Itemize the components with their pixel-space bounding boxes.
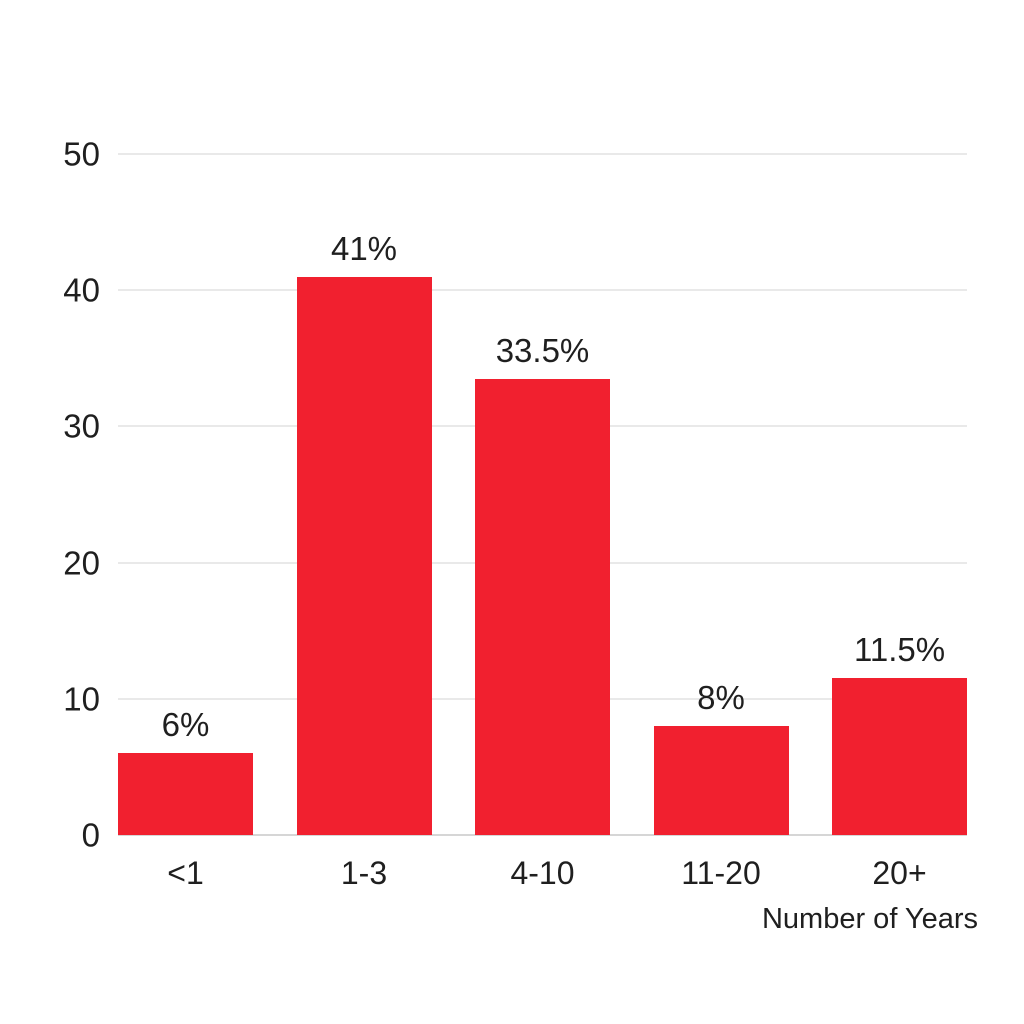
y-tick-label-30: 30 bbox=[63, 407, 100, 445]
x-axis-line bbox=[118, 834, 967, 836]
x-tick-label-<1: <1 bbox=[167, 855, 204, 891]
bar-20+ bbox=[832, 678, 967, 835]
y-tick-label-20: 20 bbox=[63, 544, 100, 582]
value-label-20+: 11.5% bbox=[853, 631, 946, 669]
y-tick-label-10: 10 bbox=[63, 680, 100, 718]
y-tick-label-0: 0 bbox=[81, 816, 100, 854]
x-tick-label-1-3: 1-3 bbox=[340, 855, 388, 891]
bar-4-10 bbox=[475, 378, 610, 835]
bar-11-20 bbox=[653, 726, 789, 835]
x-tick-label-20+: 20+ bbox=[872, 855, 927, 891]
value-label-<1: 6% bbox=[161, 706, 210, 744]
gridline-y-50 bbox=[118, 153, 967, 155]
bar-<1 bbox=[118, 753, 253, 835]
y-tick-label-50: 50 bbox=[63, 135, 100, 173]
value-label-1-3: 41% bbox=[330, 229, 398, 267]
value-label-11-20: 8% bbox=[697, 679, 745, 717]
value-label-4-10: 33.5% bbox=[495, 331, 590, 369]
gridline-y-40 bbox=[118, 289, 967, 292]
x-tick-label-11-20: 11-20 bbox=[681, 855, 761, 891]
bar-1-3 bbox=[296, 276, 432, 835]
y-tick-label-40: 40 bbox=[63, 271, 100, 309]
x-axis-tick-labels: <1 1-3 4-10 11-20 20+ bbox=[118, 849, 967, 889]
plot-area: 6% 41% 33.5% 8% 11.5% bbox=[118, 153, 967, 836]
y-axis-tick-labels: 0 10 20 30 40 50 bbox=[0, 138, 100, 852]
x-tick-label-4-10: 4-10 bbox=[510, 855, 575, 891]
x-axis-title: Number of Years bbox=[761, 903, 978, 935]
